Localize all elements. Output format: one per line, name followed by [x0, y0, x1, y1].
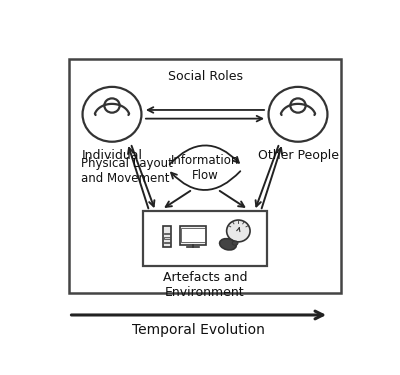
FancyArrowPatch shape	[171, 171, 240, 190]
Circle shape	[82, 87, 142, 142]
Bar	[69, 59, 341, 293]
Text: Artefacts and
Environment: Artefacts and Environment	[163, 271, 247, 299]
Circle shape	[268, 87, 328, 142]
Text: Social Roles: Social Roles	[168, 70, 242, 83]
Bar	[182, 228, 205, 243]
Text: Temporal Evolution: Temporal Evolution	[132, 323, 265, 337]
FancyArrowPatch shape	[170, 146, 239, 164]
Bar	[164, 237, 170, 239]
Bar	[180, 226, 206, 245]
Bar	[163, 226, 171, 246]
Ellipse shape	[232, 241, 238, 245]
Text: Individual: Individual	[82, 149, 142, 162]
Text: Physical Layout
and Movement: Physical Layout and Movement	[81, 157, 173, 184]
Bar	[164, 242, 170, 243]
Bar	[143, 211, 267, 266]
Text: Information
Flow: Information Flow	[171, 154, 239, 182]
Circle shape	[227, 220, 250, 242]
Ellipse shape	[220, 238, 236, 250]
Text: Other People: Other People	[258, 149, 338, 162]
Bar	[164, 233, 170, 234]
